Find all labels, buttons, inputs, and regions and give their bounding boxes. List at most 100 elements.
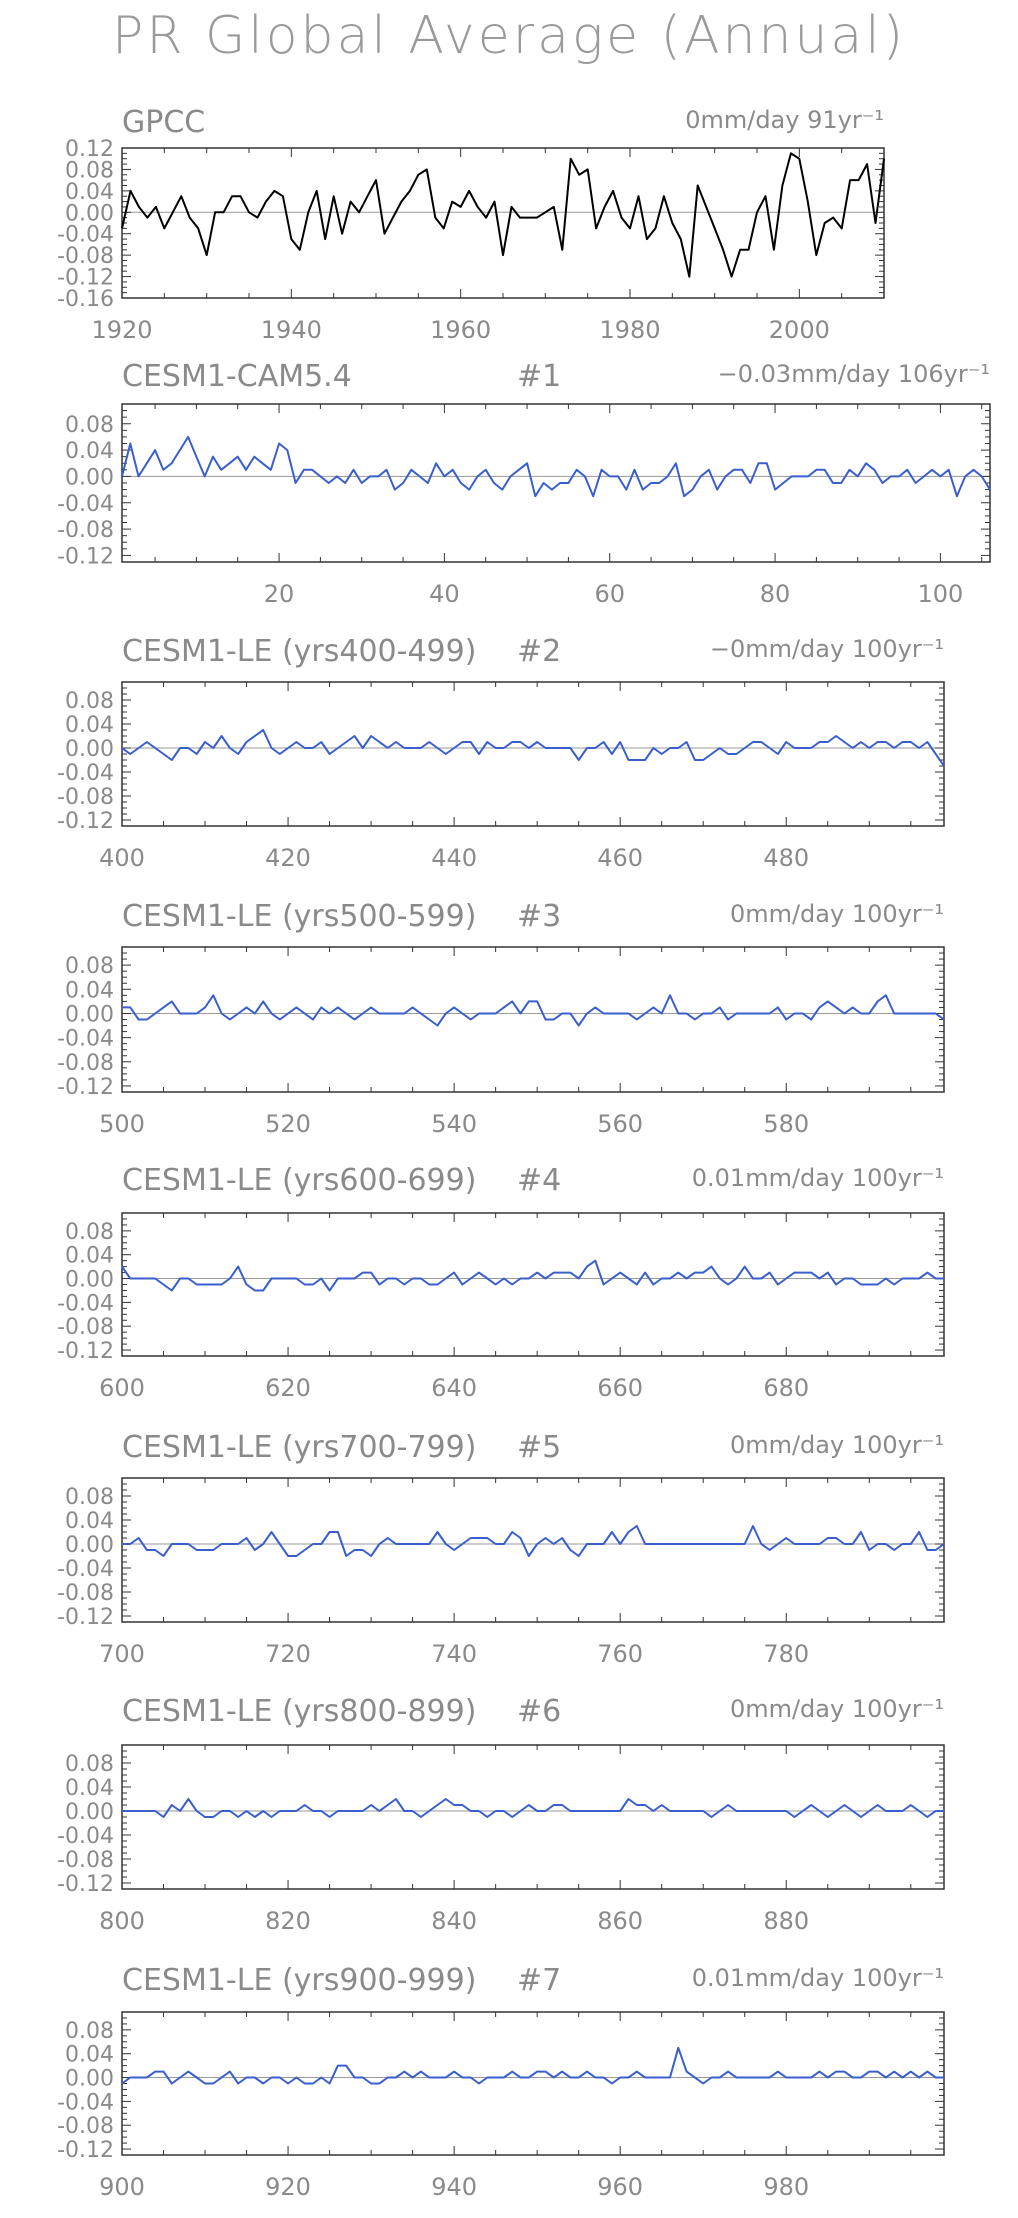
plot-frame [121, 681, 945, 827]
plot-frame [121, 946, 945, 1093]
run-label: #3 [517, 899, 561, 934]
x-tick-label: 680 [763, 1374, 809, 1402]
y-tick-label: -0.04 [57, 1824, 114, 1849]
y-tick-label: 0.08 [65, 1220, 114, 1245]
y-tick-label: -0.08 [57, 1315, 114, 1340]
series-line [122, 994, 945, 1027]
series-line [122, 1525, 945, 1557]
stats-label: −0mm/day 100yr⁻¹ [710, 635, 944, 663]
x-tick-label: 820 [265, 1907, 311, 1935]
x-tick-label: 940 [431, 2173, 477, 2201]
y-tick-label: -0.12 [57, 2138, 114, 2163]
y-tick-label: -0.12 [57, 1872, 114, 1897]
y-tick-label: 0.04 [65, 1244, 114, 1269]
y-tick-label: -0.08 [57, 785, 114, 810]
y-tick-label: -0.16 [57, 287, 114, 312]
series-line [121, 435, 991, 498]
y-tick-label: 0.00 [65, 2067, 114, 2092]
x-tick-label: 500 [99, 1110, 145, 1138]
x-tick-label: 780 [763, 1640, 809, 1668]
y-tick-label: 0.04 [65, 2043, 114, 2068]
x-tick-label: 880 [763, 1907, 809, 1935]
x-tick-label: 40 [429, 580, 460, 608]
y-tick-label: 0.00 [65, 1800, 114, 1825]
plot-frame [121, 1212, 945, 1357]
y-tick-label: 0.00 [65, 1002, 114, 1027]
stats-label: 0mm/day 100yr⁻¹ [730, 1431, 944, 1459]
y-tick-label: -0.12 [57, 1075, 114, 1100]
x-tick-label: 580 [763, 1110, 809, 1138]
stats-label: 0mm/day 91yr⁻¹ [685, 106, 884, 134]
x-tick-label: 740 [431, 1640, 477, 1668]
x-tick-label: 1940 [261, 316, 322, 344]
y-tick-label: -0.04 [57, 223, 114, 248]
x-tick-label: 400 [99, 844, 145, 872]
panel-6: CESM1-LE (yrs700-799) #5 0mm/day 100yr⁻¹ 0.… [57, 1430, 945, 1668]
y-tick-label: 0.00 [65, 1533, 114, 1558]
plot-frame [121, 2011, 945, 2156]
plot-frame [121, 1744, 945, 1890]
x-tick-label: 980 [763, 2173, 809, 2201]
x-tick-label: 1980 [599, 316, 660, 344]
y-tick-label: 0.04 [65, 978, 114, 1003]
panel-1: GPCC 0mm/day 91yr⁻¹0.120.080.040.00-0.04-… [57, 105, 885, 344]
x-tick-label: 600 [99, 1374, 145, 1402]
panel-title: CESM1-LE (yrs400-499) [122, 634, 476, 669]
y-tick-label: 0.12 [65, 137, 114, 162]
y-tick-label: -0.12 [57, 1605, 114, 1630]
x-tick-label: 860 [597, 1907, 643, 1935]
y-tick-label: -0.08 [57, 1848, 114, 1873]
y-tick-label: -0.12 [57, 1339, 114, 1364]
panel-2: CESM1-CAM5.4 #1 −0.03mm/day 106yr⁻¹0.080.0… [57, 359, 991, 608]
x-tick-label: 900 [99, 2173, 145, 2201]
x-tick-label: 100 [917, 580, 963, 608]
x-tick-label: 640 [431, 1374, 477, 1402]
stats-label: −0.03mm/day 106yr⁻¹ [718, 360, 990, 388]
panel-3: CESM1-LE (yrs400-499) #2 −0mm/day 100yr⁻¹ 0… [57, 634, 945, 872]
panel-title: CESM1-LE (yrs800-899) [122, 1694, 476, 1729]
y-tick-label: -0.08 [57, 1051, 114, 1076]
y-tick-label: -0.08 [57, 2114, 114, 2139]
run-label: #6 [517, 1694, 561, 1729]
x-tick-label: 20 [264, 580, 295, 608]
y-tick-label: 0.08 [65, 954, 114, 979]
x-tick-label: 700 [99, 1640, 145, 1668]
x-tick-label: 960 [597, 2173, 643, 2201]
x-tick-label: 440 [431, 844, 477, 872]
run-label: #7 [517, 1963, 561, 1998]
panel-title: CESM1-LE (yrs600-699) [122, 1163, 476, 1198]
run-label: #4 [517, 1163, 561, 1198]
x-tick-label: 760 [597, 1640, 643, 1668]
x-tick-label: 920 [265, 2173, 311, 2201]
panel-5: CESM1-LE (yrs600-699) #4 0.01mm/day 100yr⁻… [57, 1163, 945, 1402]
run-label: #5 [517, 1430, 561, 1465]
x-tick-label: 660 [597, 1374, 643, 1402]
series-line [121, 1259, 944, 1292]
x-tick-label: 720 [265, 1640, 311, 1668]
panel-title: CESM1-LE (yrs700-799) [122, 1430, 476, 1465]
y-tick-label: 0.08 [65, 1485, 114, 1510]
series-line [121, 152, 885, 278]
stats-label: 0.01mm/day 100yr⁻¹ [692, 1964, 944, 1992]
x-tick-label: 60 [594, 580, 625, 608]
y-tick-label: -0.04 [57, 761, 114, 786]
x-tick-label: 1920 [91, 316, 152, 344]
x-tick-label: 1960 [430, 316, 491, 344]
figure-title: PR Global Average (Annual) [111, 6, 906, 66]
series-line [122, 1798, 944, 1818]
y-tick-label: 0.04 [65, 180, 114, 205]
y-tick-label: -0.08 [57, 1581, 114, 1606]
x-tick-label: 540 [431, 1110, 477, 1138]
x-tick-label: 80 [760, 580, 791, 608]
stats-label: 0.01mm/day 100yr⁻¹ [692, 1164, 944, 1192]
panel-8: CESM1-LE (yrs900-999) #7 0.01mm/day 100yr⁻… [57, 1963, 945, 2201]
run-label: #2 [517, 634, 561, 669]
panel-7: CESM1-LE (yrs800-899) #6 0mm/day 100yr⁻¹ 0.… [57, 1694, 945, 1935]
y-tick-label: 0.08 [65, 689, 114, 714]
y-tick-label: 0.04 [65, 1776, 114, 1801]
y-tick-label: -0.12 [57, 266, 114, 291]
stats-label: 0mm/day 100yr⁻¹ [730, 900, 944, 928]
x-tick-label: 460 [597, 844, 643, 872]
x-tick-label: 840 [431, 1907, 477, 1935]
